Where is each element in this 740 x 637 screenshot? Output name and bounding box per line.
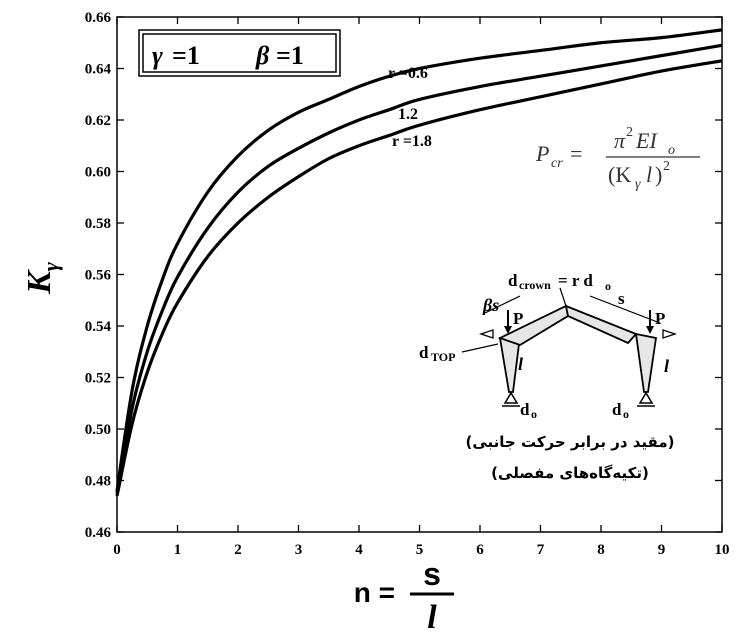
y-tick-label: 0.58 <box>85 216 111 232</box>
formula-den-pow: 2 <box>663 159 670 174</box>
y-tick-label: 0.54 <box>85 319 112 335</box>
y-label-main: K <box>21 269 58 295</box>
left-pin-support <box>503 391 519 404</box>
dtop-label: d <box>419 343 429 362</box>
base-depth-left: d <box>520 400 530 419</box>
x-tick-label: 9 <box>658 542 666 558</box>
formula-ei-sub: o <box>668 143 675 158</box>
x-label-prefix: n = <box>354 577 395 608</box>
y-tick-label: 0.52 <box>85 371 111 387</box>
frame-diagram: d crown = r d o βs s P P d TOP l l d o d… <box>419 271 678 421</box>
load-left-label: P <box>513 309 523 328</box>
right-rafter <box>564 304 638 345</box>
y-axis-label: Kγ <box>21 261 63 295</box>
formula-ei: EI <box>635 128 658 153</box>
y-tick-label: 0.56 <box>85 268 112 284</box>
y-axis: 0.46 0.48 0.50 0.52 0.54 0.56 0.58 0.60 0.62 0.64… <box>85 10 722 541</box>
formula-lhs: P <box>535 141 549 166</box>
right-pin-support <box>638 391 654 404</box>
formula-den-l: l <box>646 162 652 187</box>
x-tick-label: 8 <box>597 542 605 558</box>
series-line-0 <box>115 28 723 492</box>
left-load-head <box>504 326 512 334</box>
left-lateral-restraint <box>478 329 494 339</box>
y-tick-label: 0.50 <box>85 422 111 438</box>
critical-load-formula: P cr = π 2 EI o (K γ l ) 2 <box>535 125 700 192</box>
x-axis: 0 1 2 3 4 5 6 7 8 9 10 <box>113 17 730 558</box>
x-tick-label: 4 <box>355 542 363 558</box>
x-tick-label: 2 <box>234 542 242 558</box>
curve-label-r12: 1.2 <box>398 106 418 123</box>
right-lateral-restraint <box>662 329 678 339</box>
crown-sub: crown <box>519 278 551 292</box>
y-tick-label: 0.66 <box>85 10 112 26</box>
crown-eq: = r d <box>558 271 593 290</box>
formula-den-open: (K <box>608 162 631 187</box>
curve-label-r06: r =0.6 <box>388 65 428 82</box>
load-right-label: P <box>655 309 665 328</box>
curve-label-r18: r =1.8 <box>392 133 432 150</box>
y-tick-label: 0.46 <box>85 525 112 541</box>
beta-value: =1 <box>276 41 304 70</box>
series-line-2 <box>115 59 723 497</box>
y-label-sub: γ <box>38 261 63 271</box>
dtop-leader <box>461 343 499 353</box>
x-tick-label: 10 <box>715 542 730 558</box>
base-depth-right-sub: o <box>623 407 629 421</box>
s-dimension <box>589 295 661 324</box>
right-column <box>634 332 658 393</box>
base-depth-right: d <box>612 400 622 419</box>
x-tick-label: 6 <box>476 542 484 558</box>
right-load-head <box>646 326 654 334</box>
formula-den-sub: γ <box>635 177 641 192</box>
x-tick-label: 7 <box>537 542 545 558</box>
x-tick-label: 3 <box>295 542 303 558</box>
beta-s-label: βs <box>482 295 499 315</box>
params-box: γ =1 β =1 <box>138 29 341 77</box>
series-lines <box>115 28 723 497</box>
crown-eq-sub: o <box>605 279 611 293</box>
plot-frame <box>116 16 723 533</box>
formula-den-close: ) <box>655 162 662 187</box>
right-length-label: l <box>664 356 669 376</box>
x-tick-label: 5 <box>416 542 424 558</box>
left-rafter <box>497 304 570 346</box>
svg-text:Kγ: Kγ <box>21 261 63 295</box>
x-axis-label: n = s l <box>354 556 454 636</box>
x-label-denominator: l <box>427 599 437 636</box>
base-depth-left-sub: o <box>531 407 537 421</box>
formula-lhs-sub: cr <box>551 156 563 171</box>
y-tick-label: 0.60 <box>85 165 111 181</box>
formula-eq: = <box>570 141 582 166</box>
s-label: s <box>618 289 625 308</box>
x-tick-label: 0 <box>113 542 121 558</box>
left-length-label: l <box>518 354 523 374</box>
y-tick-label: 0.62 <box>85 113 111 129</box>
formula-pi-pow: 2 <box>626 125 633 140</box>
dtop-sub: TOP <box>431 350 455 364</box>
gamma-symbol: γ <box>152 41 163 70</box>
x-label-numerator: s <box>423 556 441 592</box>
crown-leader <box>559 287 567 307</box>
crown-d: d <box>508 271 518 290</box>
gamma-value: =1 <box>172 41 200 70</box>
note-lateral-restraint: (مقید در برابر حرکت جانبی) <box>466 433 675 451</box>
beta-symbol: β <box>255 41 270 70</box>
beta-s-dimension <box>484 295 521 314</box>
series-line-1 <box>115 43 723 494</box>
y-tick-label: 0.48 <box>85 474 111 490</box>
x-tick-label: 1 <box>174 542 182 558</box>
y-tick-label: 0.64 <box>85 62 112 78</box>
note-pinned-supports: (تکیه‌گاه‌های مفصلی) <box>491 464 649 482</box>
formula-pi: π <box>614 128 626 153</box>
